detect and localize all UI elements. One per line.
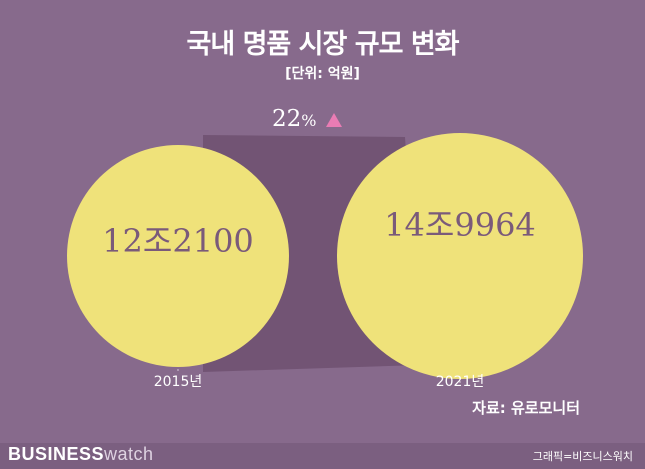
- businesswatch-logo: BUSINESSwatch: [8, 444, 154, 465]
- chart-title: 국내 명품 시장 규모 변화: [186, 29, 460, 60]
- bubble-2021년: [337, 133, 583, 379]
- x-tick-label-2: 2021년: [436, 374, 485, 390]
- bubble-2015년: [67, 145, 289, 367]
- footer-bar: [0, 443, 645, 469]
- logo-business-text: BUSINESS: [8, 444, 105, 464]
- source-label: 자료: 유로모니터: [472, 399, 580, 417]
- change-label: 22%: [272, 106, 316, 132]
- logo-watch-text: watch: [104, 444, 154, 464]
- data-label-1: 12조2100: [102, 222, 254, 260]
- up-arrow-icon: [326, 113, 342, 127]
- graphic-credit: 그래픽=비즈니스워치: [532, 450, 633, 463]
- x-tick-label-1: 2015년: [154, 374, 203, 390]
- unit-label: [단위: 억원]: [285, 66, 360, 82]
- data-label-2: 14조9964: [384, 206, 536, 244]
